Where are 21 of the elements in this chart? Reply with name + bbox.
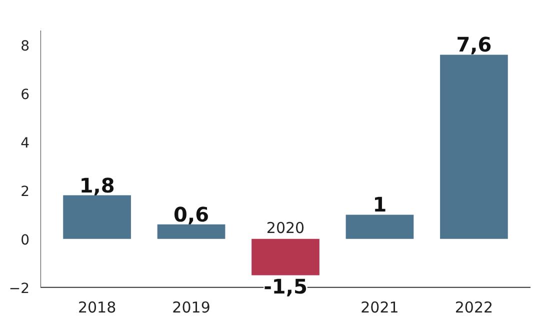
x-tick-label: 2020 (266, 218, 305, 237)
y-tick-label: 6 (20, 87, 30, 104)
y-tick-label: 8 (20, 38, 30, 55)
bar (63, 195, 131, 239)
y-tick-label: −2 (8, 280, 30, 297)
x-tick-label: 2019 (172, 298, 210, 316)
y-tick-label: 0 (20, 232, 30, 248)
data-label: 0,6 (174, 202, 209, 226)
bar (440, 54, 508, 239)
bar (346, 214, 414, 239)
data-label: -1,5 (264, 274, 308, 298)
data-label: 1 (372, 192, 387, 217)
x-tick-label: 2018 (78, 298, 116, 316)
bar (252, 238, 320, 276)
data-label: 1,8 (79, 173, 115, 198)
x-tick-label: 2021 (360, 298, 399, 316)
bar (157, 224, 226, 239)
data-label: 7,6 (456, 32, 492, 57)
x-tick-label: 2022 (454, 298, 494, 316)
y-tick-label: 2 (20, 184, 30, 200)
y-tick-label: 4 (20, 135, 30, 152)
